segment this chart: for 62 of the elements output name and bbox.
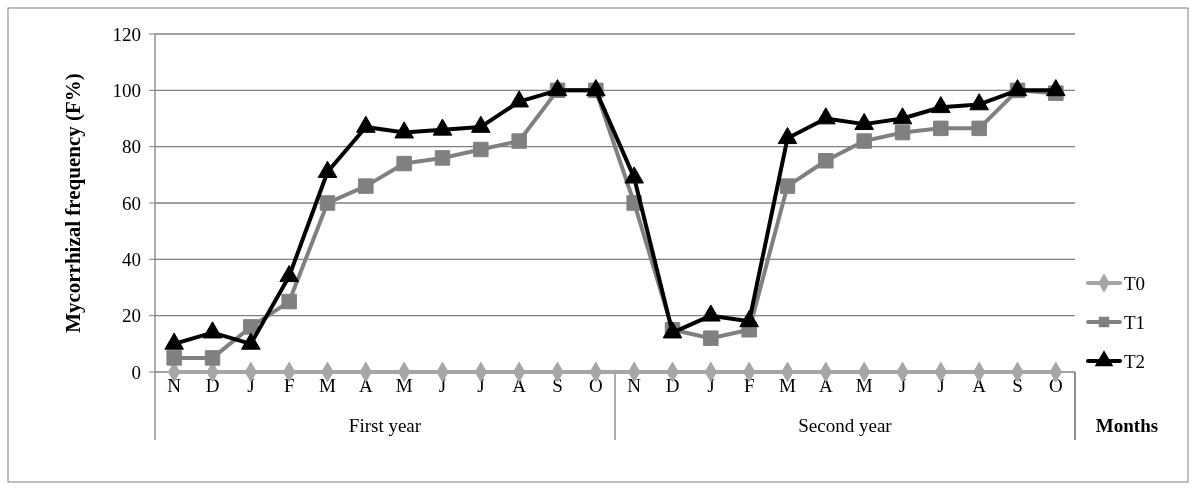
point (511, 133, 527, 149)
point (358, 178, 374, 194)
x-tick-label: N (627, 375, 642, 396)
point (971, 120, 987, 137)
point (319, 195, 336, 211)
x-tick-label: M (855, 375, 873, 396)
point (166, 350, 182, 366)
point (473, 141, 489, 158)
point (281, 293, 297, 310)
x-tick-label: J (898, 375, 907, 396)
y-tick-label: 20 (122, 305, 141, 327)
legend-label: T0 (1124, 272, 1146, 294)
point (471, 115, 491, 133)
point (779, 178, 796, 194)
y-tick-label: 40 (122, 248, 141, 270)
y-tick-label: 60 (122, 192, 141, 214)
x-tick-label: M (779, 375, 797, 396)
point (854, 112, 874, 131)
x-tick-label: J (937, 375, 945, 396)
point (509, 90, 529, 108)
point (396, 155, 412, 172)
point (1046, 79, 1066, 97)
x-tick-label: M (395, 375, 413, 396)
point (434, 150, 451, 166)
point (856, 133, 872, 149)
y-tick-label: 80 (122, 136, 141, 158)
legend-label: T1 (1124, 311, 1146, 333)
y-tick-label: 100 (112, 79, 141, 101)
text: Second year (798, 415, 893, 436)
x-tick-label: J (477, 375, 485, 396)
x-tick-label: S (1012, 375, 1023, 396)
x-tick-label: A (512, 375, 527, 396)
point (317, 160, 338, 178)
x-tick-label: J (438, 375, 447, 396)
text: First year (348, 415, 422, 436)
point (703, 330, 719, 346)
x-axis-title: Months (1095, 415, 1159, 436)
y-axis-title: Mycorrhizal frequency (F%) (61, 73, 85, 333)
point (931, 95, 951, 114)
x-tick-label: J (707, 375, 715, 396)
point (933, 120, 949, 137)
x-tick-label: A (972, 375, 987, 396)
point (356, 115, 376, 133)
point (894, 124, 911, 141)
point (624, 166, 644, 184)
y-tick-label: 0 (131, 361, 141, 383)
legend-label: T2 (1124, 350, 1146, 372)
x-tick-label: D (205, 375, 220, 396)
point (243, 319, 259, 335)
point (394, 121, 414, 139)
x-tick-label: S (552, 375, 563, 396)
point (432, 118, 453, 136)
y-tick-label: 120 (112, 23, 141, 45)
point (818, 153, 834, 169)
point (969, 93, 989, 111)
x-tick-label: M (319, 375, 337, 396)
point (777, 126, 798, 145)
point (892, 107, 913, 125)
x-tick-label: D (665, 375, 680, 396)
point (204, 350, 221, 366)
x-tick-label: N (167, 375, 182, 396)
point (816, 107, 836, 125)
